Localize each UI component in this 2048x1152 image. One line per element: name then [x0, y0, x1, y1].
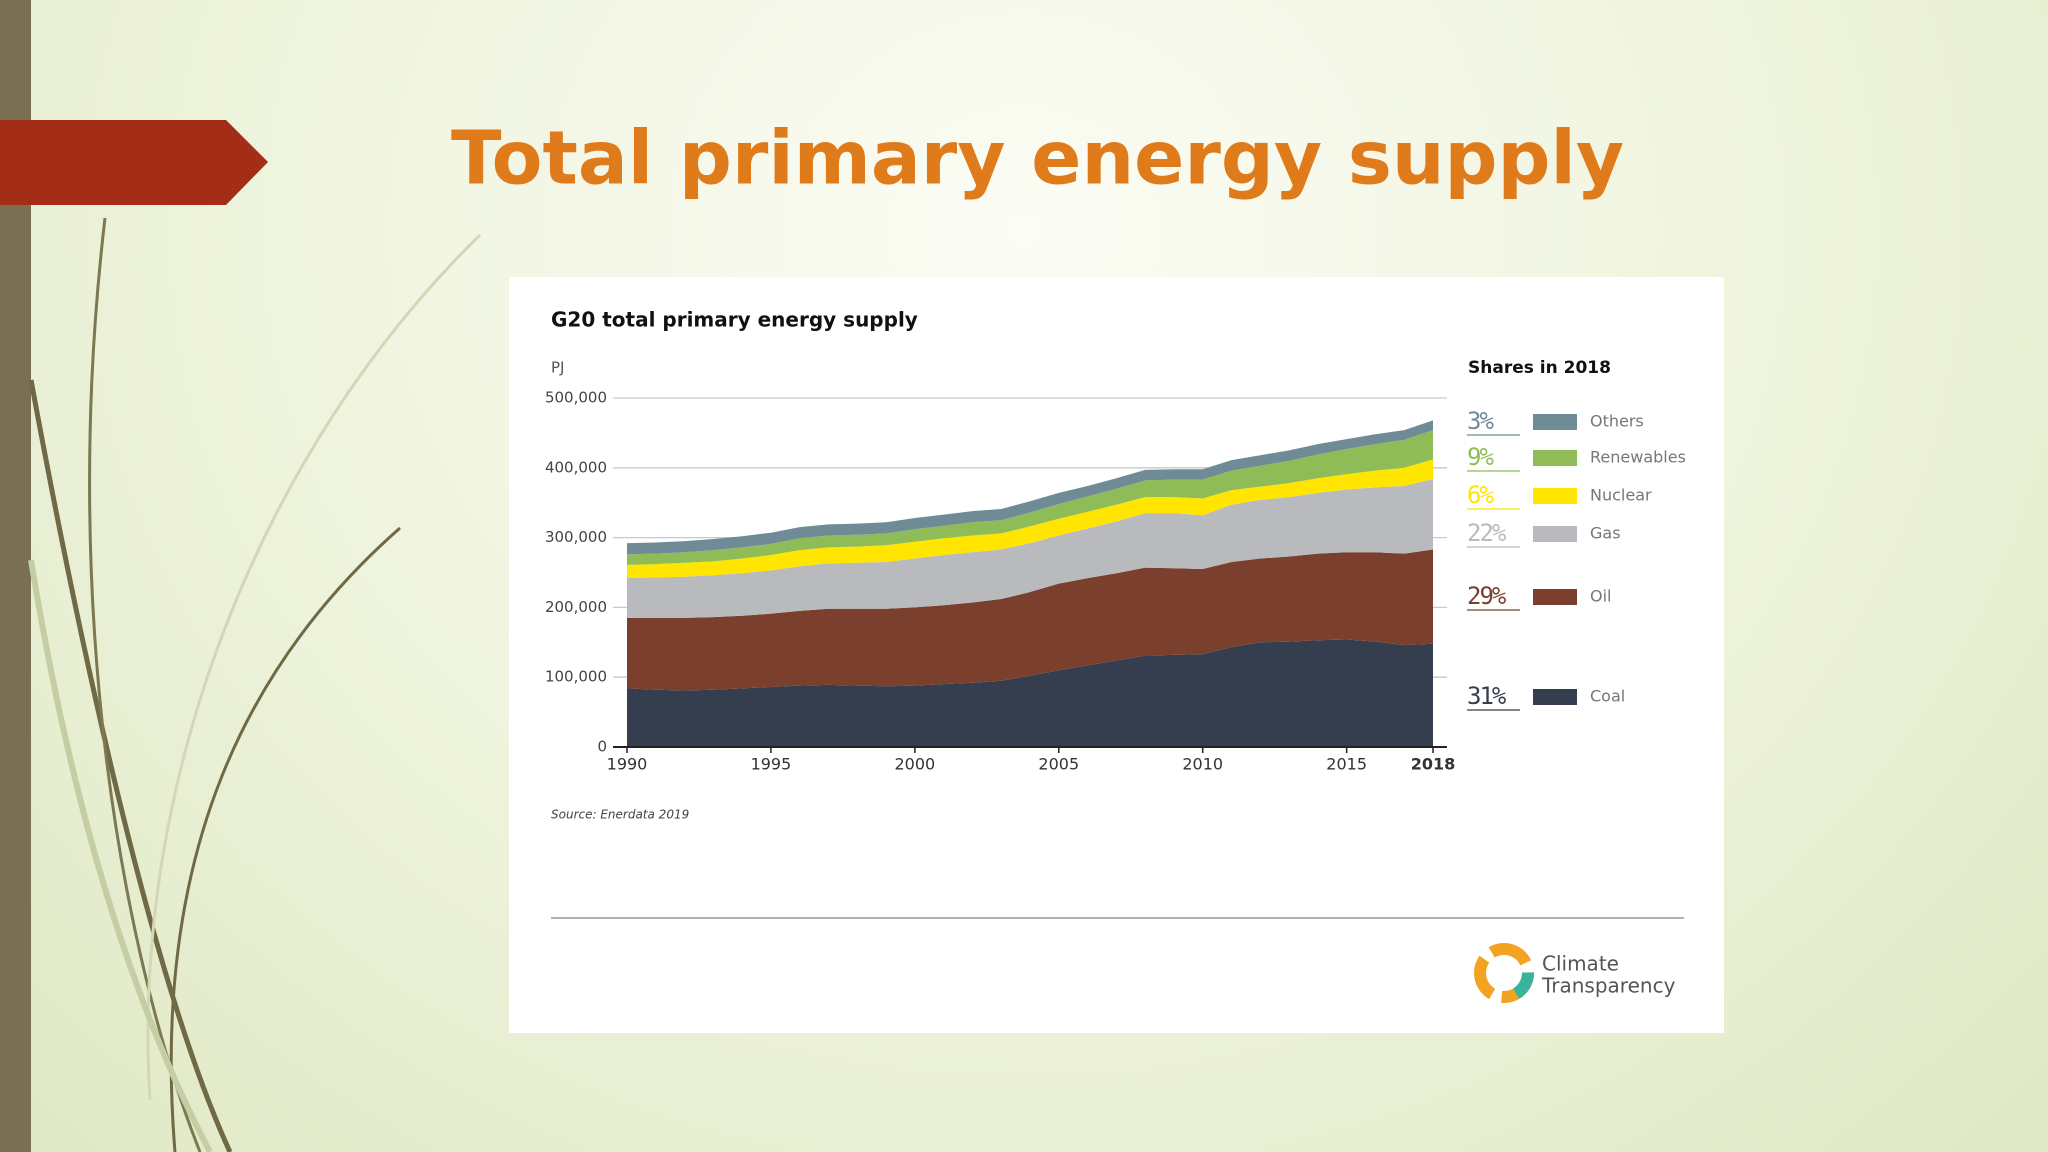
legend-swatch: [1533, 488, 1577, 504]
source-note: Source: Enerdata 2019: [551, 808, 689, 822]
legend-swatch: [1533, 689, 1577, 705]
chart-title: G20 total primary energy supply: [551, 308, 918, 332]
y-tick-label: 100,000: [545, 668, 607, 686]
area: [627, 420, 1433, 555]
slide-title: Total primary energy supply: [451, 116, 1624, 202]
logo-text: Climate: [1542, 952, 1619, 976]
area: [627, 459, 1433, 579]
x-tick-label: 1995: [751, 755, 792, 774]
logo-text: Transparency: [1541, 974, 1676, 998]
x-tick-label: 2015: [1326, 755, 1367, 774]
x-tick-label: 2005: [1038, 755, 1079, 774]
x-tick-label: 2010: [1182, 755, 1223, 774]
y-tick-label: 500,000: [545, 389, 607, 407]
legend-label: Oil: [1590, 587, 1611, 606]
legend-swatch: [1533, 526, 1577, 542]
y-tick-label: 200,000: [545, 598, 607, 616]
y-axis-unit: PJ: [551, 359, 564, 377]
decoration: [28, 217, 482, 1152]
area: [627, 478, 1433, 618]
y-tick-label: 0: [597, 738, 607, 756]
legend-share: 9%: [1467, 443, 1494, 471]
area: [627, 430, 1433, 565]
legend-share: 29%: [1467, 582, 1507, 610]
logo-mark-accent: [1474, 943, 1534, 1003]
legend-label: Gas: [1590, 524, 1621, 543]
legend-label: Others: [1590, 412, 1644, 431]
title-arrow: [0, 120, 268, 205]
legend-label: Coal: [1590, 687, 1625, 706]
area: [627, 639, 1433, 747]
legend-swatch: [1533, 589, 1577, 605]
legend-share: 6%: [1467, 481, 1494, 509]
x-tick-label: 2018: [1411, 755, 1456, 774]
x-tick-label: 2000: [894, 755, 935, 774]
legend-swatch: [1533, 450, 1577, 466]
logo: Climate Transparency: [1474, 943, 1676, 1003]
y-tick-label: 300,000: [545, 528, 607, 546]
legend-share: 22%: [1467, 519, 1507, 547]
legend-share: 3%: [1467, 407, 1494, 435]
legend-label: Renewables: [1590, 448, 1686, 467]
legend-swatch: [1533, 414, 1577, 430]
legend-title: Shares in 2018: [1468, 358, 1611, 378]
area: [627, 549, 1433, 691]
legend-label: Nuclear: [1590, 486, 1652, 505]
legend-share: 31%: [1467, 682, 1507, 710]
y-tick-label: 400,000: [545, 458, 607, 476]
x-tick-label: 1990: [607, 755, 648, 774]
